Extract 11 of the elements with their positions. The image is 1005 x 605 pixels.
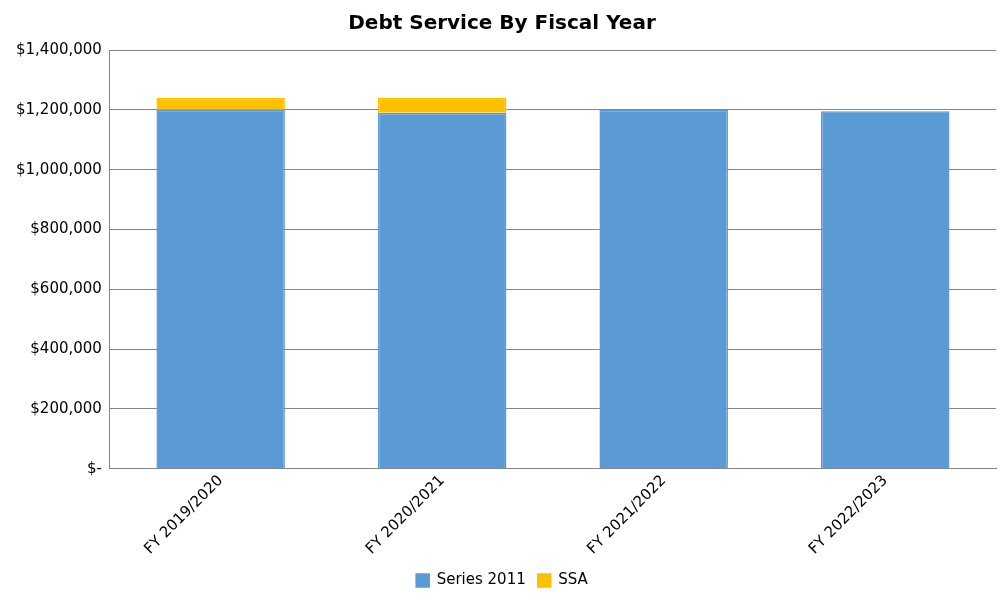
chart-title: Debt Service By Fiscal Year	[348, 10, 656, 35]
y-tick-label: $400,000	[30, 339, 102, 358]
y-tick-label: $600,000	[30, 279, 102, 298]
legend-label: Series 2011	[436, 570, 526, 589]
y-tick-label: $1,000,000	[15, 159, 102, 178]
y-tick-label: $1,400,000	[15, 39, 102, 58]
y-tick-label: $800,000	[30, 219, 102, 238]
legend-label: SSA	[558, 570, 589, 589]
y-tick-label: $1,200,000	[15, 99, 102, 118]
y-tick-label: $200,000	[30, 398, 102, 417]
y-tick-label: $-	[86, 458, 102, 477]
